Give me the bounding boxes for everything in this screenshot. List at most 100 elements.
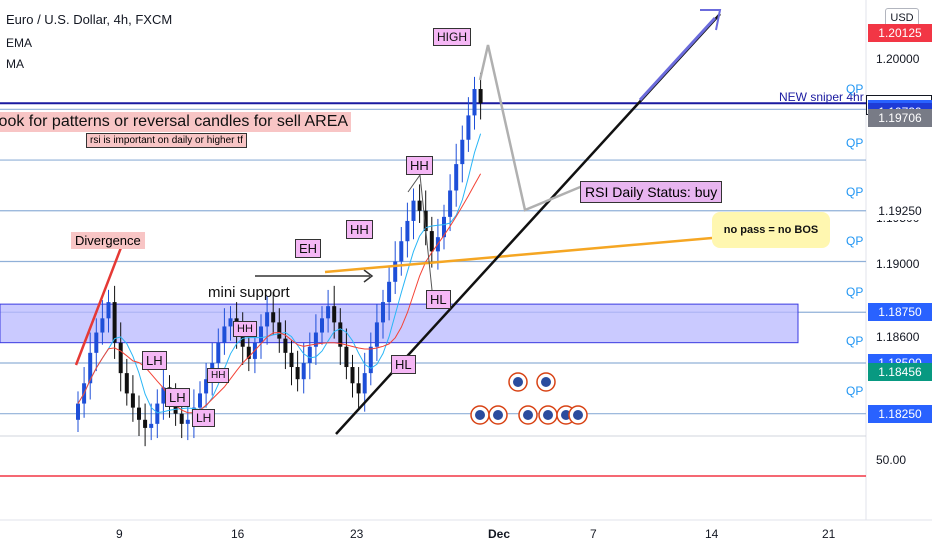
time-tick-14: 14 <box>705 527 719 541</box>
time-tick-dec: Dec <box>488 527 511 541</box>
candle-body <box>356 383 361 394</box>
price-tag-6: 1.19250 <box>868 202 932 220</box>
price-tag-7: 1.18750 <box>868 303 932 321</box>
mini-support-arrowhead <box>363 269 374 283</box>
event-flag-icon-core <box>543 410 553 420</box>
trend-arrowhead <box>700 9 722 31</box>
candle-body <box>344 346 349 368</box>
price-tag-9: 1.18456 <box>868 363 932 381</box>
candle-body <box>387 281 392 303</box>
time-tick-16: 16 <box>231 527 245 541</box>
candle-body <box>417 200 422 211</box>
candle-body <box>216 342 221 363</box>
price-tick-4: 1.18600 <box>876 330 920 344</box>
candle-body <box>301 362 306 380</box>
price-tag-5: 1.19706 <box>868 109 932 127</box>
candle-body <box>295 367 300 380</box>
candle-body <box>454 164 459 191</box>
qp-label-1925: QP <box>846 234 864 248</box>
qp-label-1975b: QP <box>846 82 864 96</box>
sniper-label: NEW sniper 4hr <box>779 90 864 104</box>
candle-body <box>198 393 202 408</box>
event-flag-icon-core <box>541 377 551 387</box>
trend-line-arrow-shaft <box>638 16 717 102</box>
lh-label-3: LH <box>192 409 216 427</box>
qp-label-1875: QP <box>846 285 864 299</box>
candle-body <box>228 318 233 327</box>
time-tick-21: 21 <box>822 527 836 541</box>
candle-body <box>448 190 453 217</box>
candle-body <box>326 306 331 319</box>
event-flag-icon-core <box>513 377 523 387</box>
candle-body <box>411 200 416 221</box>
candle-body <box>338 322 343 347</box>
time-tick-7: 7 <box>590 527 597 541</box>
candle-body <box>149 423 154 428</box>
candle-body <box>100 318 105 333</box>
mini-support-zone <box>0 303 799 344</box>
time-tick-9: 9 <box>116 527 123 541</box>
candle-body <box>161 387 166 404</box>
candle-body <box>320 318 324 333</box>
eh-label: EH <box>295 239 322 258</box>
candle-body <box>88 352 93 384</box>
hl-label-1: HL <box>426 290 451 309</box>
divergence-line <box>74 244 124 366</box>
candle-body <box>423 210 428 232</box>
price-axis-bg <box>866 0 932 550</box>
event-flag-icon-core <box>523 410 533 420</box>
candle-body <box>283 338 288 353</box>
candle-body <box>466 115 471 140</box>
hh-label-4: HH <box>207 368 230 383</box>
candle-body <box>124 373 129 394</box>
candle-body <box>381 302 385 323</box>
candle-body <box>332 306 337 323</box>
candle-body <box>405 220 410 242</box>
indicator-ma-label[interactable]: MA <box>6 57 24 71</box>
candle-body <box>362 373 367 394</box>
candle-body <box>155 403 160 424</box>
candle-body <box>277 322 282 339</box>
rsi-note: rsi is important on daily or higher tf <box>86 133 247 148</box>
candle-body <box>313 332 318 347</box>
hl-label-2: HL <box>391 355 416 374</box>
qp-label-1825: QP <box>846 384 864 398</box>
candle-body <box>185 419 190 424</box>
hh-label-1: HH <box>406 156 433 175</box>
rsi-status-box: RSI Daily Status: buy <box>580 181 723 203</box>
no-pass-callout: no pass = no BOS <box>712 212 830 248</box>
time-tick-23: 23 <box>350 527 364 541</box>
indicator-ema-label[interactable]: EMA <box>6 36 33 50</box>
hh-label-3: HH <box>233 321 257 337</box>
candle-body <box>94 332 99 353</box>
price-tag-10: 1.18250 <box>868 405 932 423</box>
candle-body <box>130 393 135 408</box>
price-tick-3: 1.19000 <box>876 257 920 271</box>
candle-body <box>478 89 483 104</box>
candle-body <box>368 346 373 374</box>
event-flag-icon-core <box>475 410 485 420</box>
projection-path <box>478 44 586 212</box>
candle-body <box>271 312 276 323</box>
candle-body <box>399 241 404 262</box>
ma-line <box>77 133 482 414</box>
qp-label-1975: QP <box>846 136 864 150</box>
divergence-label: Divergence <box>71 232 145 249</box>
lh-label-1: LH <box>142 351 167 370</box>
candle-body <box>137 407 141 420</box>
candle-body <box>106 302 111 319</box>
candle-body <box>374 322 379 347</box>
candle-body <box>289 352 294 368</box>
qp-label-1850: QP <box>846 334 864 348</box>
high-label: HIGH <box>433 28 471 46</box>
candle-body <box>246 346 251 359</box>
fib-line <box>324 236 713 274</box>
event-flag-icon-core <box>573 410 583 420</box>
candle-body <box>460 139 465 165</box>
candle-body <box>265 312 270 327</box>
hh-zigzag <box>407 173 433 291</box>
candle-body <box>118 342 123 374</box>
mini-support-label: mini support <box>208 284 290 301</box>
